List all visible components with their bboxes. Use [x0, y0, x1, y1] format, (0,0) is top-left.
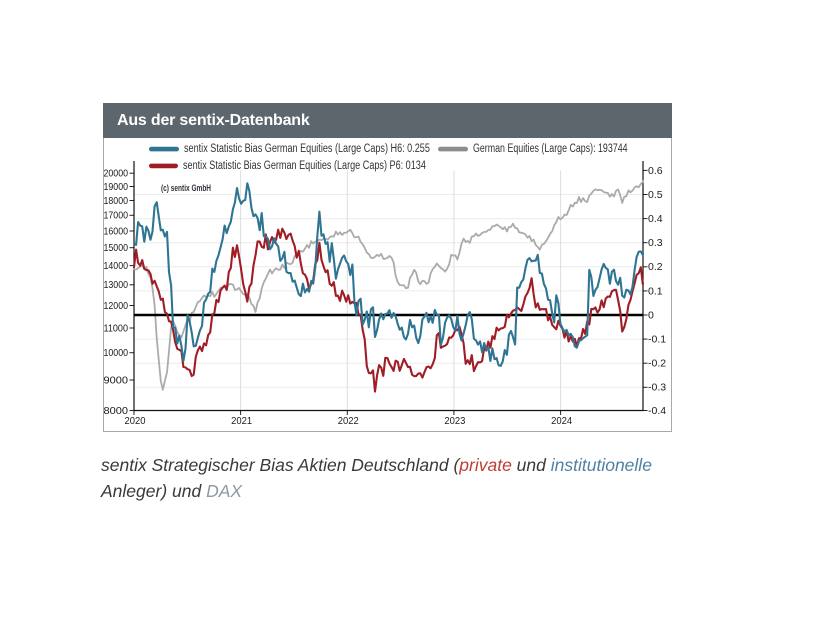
svg-text:0.1: 0.1 [648, 285, 663, 297]
svg-text:15000: 15000 [104, 242, 129, 254]
svg-text:-0.4: -0.4 [648, 405, 666, 417]
svg-text:-0.3: -0.3 [648, 382, 666, 394]
svg-text:12000: 12000 [104, 300, 129, 312]
svg-text:2023: 2023 [444, 415, 465, 427]
svg-text:0.6: 0.6 [648, 165, 663, 177]
svg-text:10000: 10000 [104, 347, 129, 359]
svg-text:0.4: 0.4 [648, 213, 663, 225]
svg-text:9000: 9000 [104, 374, 129, 386]
svg-text:17000: 17000 [104, 210, 129, 222]
svg-text:13000: 13000 [104, 279, 129, 291]
svg-text:-0.1: -0.1 [648, 334, 666, 346]
svg-text:0.2: 0.2 [648, 261, 663, 273]
svg-text:0: 0 [648, 309, 654, 321]
svg-text:20000: 20000 [104, 168, 129, 180]
svg-text:0.5: 0.5 [648, 189, 663, 201]
svg-text:8000: 8000 [104, 405, 129, 417]
svg-text:11000: 11000 [104, 322, 129, 334]
svg-text:2024: 2024 [551, 415, 572, 427]
svg-text:14000: 14000 [104, 260, 129, 272]
svg-text:19000: 19000 [104, 181, 129, 193]
svg-text:2020: 2020 [125, 415, 146, 427]
svg-text:2022: 2022 [338, 415, 359, 427]
svg-text:-0.2: -0.2 [648, 358, 666, 370]
svg-text:2021: 2021 [231, 415, 252, 427]
svg-text:16000: 16000 [104, 225, 129, 237]
svg-text:0.3: 0.3 [648, 237, 663, 249]
svg-text:18000: 18000 [104, 195, 129, 207]
